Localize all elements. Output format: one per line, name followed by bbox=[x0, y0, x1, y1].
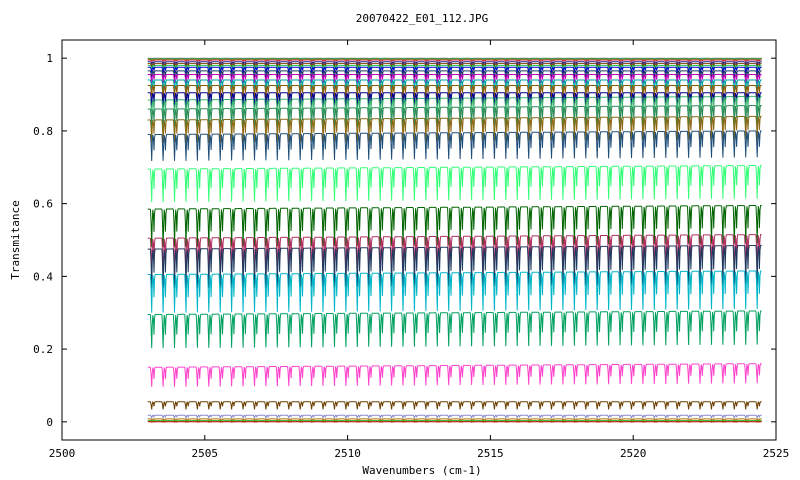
x-axis: 2500 2505 2510 2515 2520 2525 bbox=[49, 40, 790, 460]
x-tick-label: 2505 bbox=[192, 447, 219, 460]
series-line bbox=[147, 92, 762, 108]
series-line bbox=[147, 205, 762, 247]
x-tick-label: 2500 bbox=[49, 447, 76, 460]
series-line bbox=[147, 418, 762, 422]
x-tick-label: 2510 bbox=[334, 447, 361, 460]
series-line bbox=[147, 270, 762, 313]
chart-title: 20070422_E01_112.JPG bbox=[356, 12, 488, 25]
series-line bbox=[147, 61, 762, 66]
x-tick-label: 2515 bbox=[477, 447, 504, 460]
y-tick-label: 1 bbox=[46, 52, 53, 65]
x-tick-label: 2520 bbox=[620, 447, 647, 460]
y-axis-label: Transmitance bbox=[9, 200, 22, 279]
series-layer bbox=[147, 57, 762, 423]
x-tick-label: 2525 bbox=[763, 447, 790, 460]
series-line bbox=[147, 83, 762, 99]
series-line bbox=[147, 64, 762, 71]
y-tick-label: 0 bbox=[46, 416, 53, 429]
series-line bbox=[147, 363, 762, 387]
series-line bbox=[147, 130, 762, 162]
series-line bbox=[147, 69, 762, 79]
plot-frame bbox=[61, 39, 777, 441]
series-line bbox=[147, 73, 762, 84]
series-line bbox=[147, 78, 762, 91]
series-line bbox=[147, 115, 762, 143]
series-line bbox=[147, 66, 762, 73]
series-line bbox=[147, 310, 762, 349]
series-line bbox=[147, 234, 762, 278]
series-line bbox=[147, 95, 762, 118]
series-line bbox=[147, 62, 762, 70]
x-axis-label: Wavenumbers (cm-1) bbox=[362, 464, 481, 477]
y-tick-label: 0.6 bbox=[33, 198, 53, 211]
y-tick-label: 0.8 bbox=[33, 125, 53, 138]
y-axis: 0 0.2 0.4 0.6 0.8 1 bbox=[33, 52, 776, 429]
series-line bbox=[147, 59, 762, 63]
series-line bbox=[147, 165, 762, 203]
series-line bbox=[147, 58, 762, 61]
y-tick-label: 0.4 bbox=[33, 270, 53, 283]
y-tick-label: 0.2 bbox=[33, 343, 53, 356]
series-line bbox=[147, 245, 762, 289]
series-line bbox=[147, 414, 762, 420]
series-line bbox=[147, 105, 762, 130]
series-line bbox=[147, 400, 762, 410]
series-line bbox=[147, 420, 762, 423]
